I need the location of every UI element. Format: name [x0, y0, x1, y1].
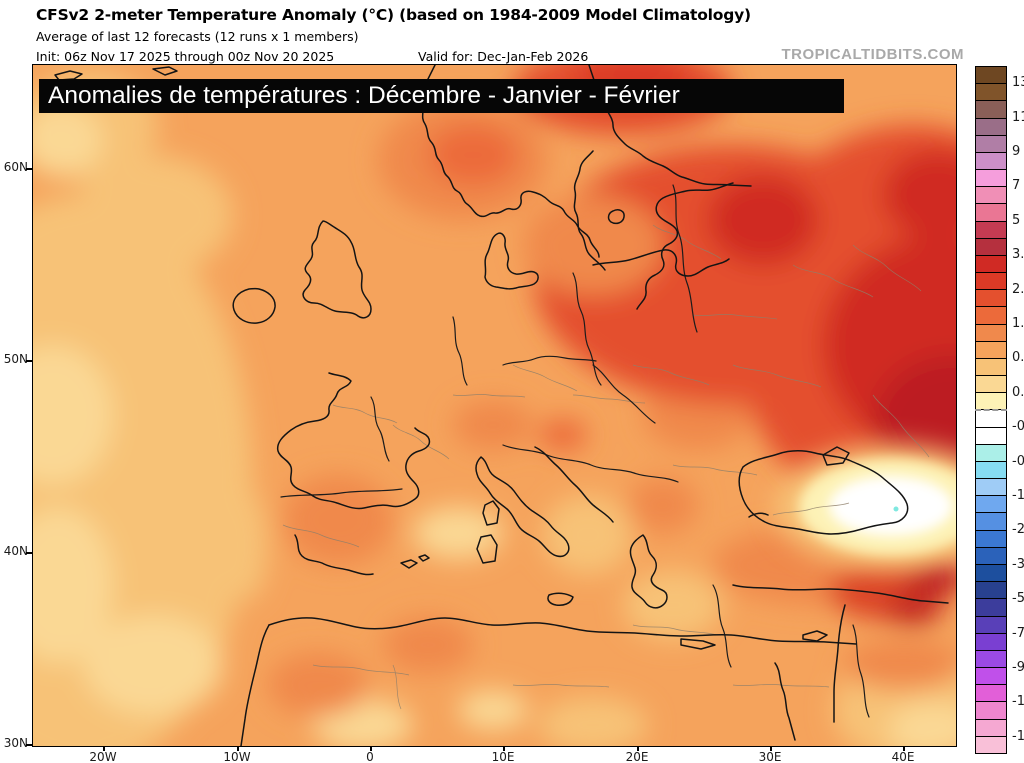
- colorbar-cell: [976, 307, 1006, 325]
- lat-tick-label: 50N: [3, 352, 28, 366]
- lat-tick-label: 40N: [3, 544, 28, 558]
- lat-tick-mark: [26, 168, 32, 170]
- valid-time-label: Valid for: Dec-Jan-Feb 2026: [418, 49, 589, 64]
- lon-tick-mark: [637, 746, 639, 751]
- colorbar-cell: [976, 101, 1006, 119]
- coastlines: [54, 65, 949, 746]
- colorbar-cell: [976, 358, 1006, 377]
- colorbar-cell: [976, 547, 1006, 565]
- colorbar-cell: [976, 204, 1006, 222]
- colorbar-cell: [976, 650, 1006, 669]
- colorbar-tick-label: -1.5: [1012, 488, 1024, 503]
- colorbar-cell: [976, 461, 1006, 480]
- colorbar-cell: [976, 170, 1006, 188]
- lon-tick-label: 40E: [891, 750, 915, 763]
- colorbar-cell: [976, 187, 1006, 205]
- lat-tick-mark: [26, 360, 32, 362]
- page-title: CFSv2 2-meter Temperature Anomaly (°C) (…: [36, 6, 751, 24]
- lon-tick-mark: [903, 746, 905, 751]
- colorbar-cell: [976, 67, 1006, 85]
- lon-tick-mark: [103, 746, 105, 751]
- lon-tick-mark: [770, 746, 772, 751]
- lon-tick-label: 10E: [491, 750, 515, 763]
- colorbar-cell: [976, 702, 1006, 720]
- lon-tick-label: 0: [366, 750, 374, 763]
- colorbar-cell: [976, 564, 1006, 583]
- colorbar-tick-label: 9: [1012, 144, 1021, 159]
- colorbar-tick-label: 5: [1012, 212, 1021, 228]
- colorbar-cell: [976, 152, 1006, 171]
- colorbar-cell: [976, 496, 1006, 514]
- colorbar-tick-label: -0.25: [1012, 419, 1024, 435]
- colorbar-cell: [976, 221, 1006, 239]
- lat-tick-label: 60N: [3, 160, 28, 174]
- europe-anomaly-map: Anomalies de températures : Décembre - J…: [32, 64, 957, 747]
- colorbar-cell: [976, 599, 1006, 617]
- anomaly-shading-canvas: [33, 65, 956, 746]
- colorbar-cell: [976, 719, 1006, 737]
- colorbar-cell: [976, 376, 1006, 394]
- colorbar-tick-label: 2.5: [1012, 281, 1024, 297]
- lat-tick-label: 30N: [3, 736, 28, 750]
- colorbar-zero-line: [975, 409, 1007, 411]
- colorbar-tick-label: -0.75: [1012, 453, 1024, 469]
- cool-dot: [893, 506, 899, 512]
- banner-title: Anomalies de températures : Décembre - J…: [39, 79, 844, 113]
- colorbar-cell: [976, 530, 1006, 548]
- colorbar-cell: [976, 616, 1006, 634]
- colorbar-tick-label: 7: [1012, 178, 1021, 194]
- tropicaltidbits-watermark: TROPICALTIDBITS.COM: [781, 46, 964, 63]
- colorbar-tick-label: 0.75: [1012, 350, 1024, 366]
- colorbar-cell: [976, 410, 1006, 428]
- colorbar-cell: [976, 427, 1006, 445]
- colorbar-tick-label: -5: [1012, 591, 1024, 607]
- colorbar-tick-label: -2.5: [1012, 522, 1024, 538]
- colorbar-tick-label: -11: [1012, 694, 1024, 710]
- colorbar-cell: [976, 444, 1006, 462]
- colorbar-cell: [976, 273, 1006, 291]
- init-time-label: Init: 06z Nov 17 2025 through 00z Nov 20…: [36, 49, 335, 64]
- colorbar-tick-label: 3.5: [1012, 247, 1024, 263]
- colorbar-cell: [976, 238, 1006, 256]
- admin-borders: [282, 224, 930, 710]
- colorbar-cell: [976, 582, 1006, 600]
- lon-tick-mark: [503, 746, 505, 751]
- colorbar-tick-label: 1.5: [1012, 316, 1024, 331]
- lat-tick-mark: [26, 552, 32, 554]
- colorbar-cell: [976, 290, 1006, 308]
- colorbar-tick-label: -3.5: [1012, 556, 1024, 572]
- lon-tick-mark: [370, 746, 372, 751]
- colorbar-cell: [976, 668, 1006, 686]
- colorbar-tick-label: 13: [1012, 75, 1024, 91]
- colorbar-tick-label: 0.25: [1012, 384, 1024, 400]
- lat-tick-mark: [26, 744, 32, 746]
- country-borders: [280, 184, 870, 718]
- colorbar-cell: [976, 393, 1006, 411]
- colorbar-cell: [976, 341, 1006, 359]
- colorbar-cell: [976, 84, 1006, 102]
- colorbar-cell: [976, 255, 1006, 274]
- forecast-subtitle: Average of last 12 forecasts (12 runs x …: [36, 29, 359, 44]
- lon-tick-label: 10W: [223, 750, 251, 763]
- colorbar-cell: [976, 324, 1006, 342]
- lon-tick-label: 20W: [89, 750, 117, 763]
- colorbar-cell: [976, 633, 1006, 651]
- colorbar-cell: [976, 513, 1006, 531]
- colorbar-tick-label: -9: [1012, 660, 1024, 675]
- lon-tick-label: 20E: [625, 750, 649, 763]
- colorbar-cell: [976, 685, 1006, 703]
- colorbar-cell: [976, 118, 1006, 136]
- colorbar-cell: [976, 135, 1006, 153]
- colorbar-tick-label: -13: [1012, 728, 1024, 744]
- lon-tick-label: 30E: [758, 750, 782, 763]
- colorbar-cell: [976, 736, 1006, 753]
- colorbar-tick-label: 11: [1012, 109, 1024, 125]
- colorbar-cell: [976, 479, 1006, 497]
- caucasus-neutral-spot: [775, 445, 956, 569]
- lon-tick-mark: [237, 746, 239, 751]
- colorbar-tick-label: -7: [1012, 625, 1024, 641]
